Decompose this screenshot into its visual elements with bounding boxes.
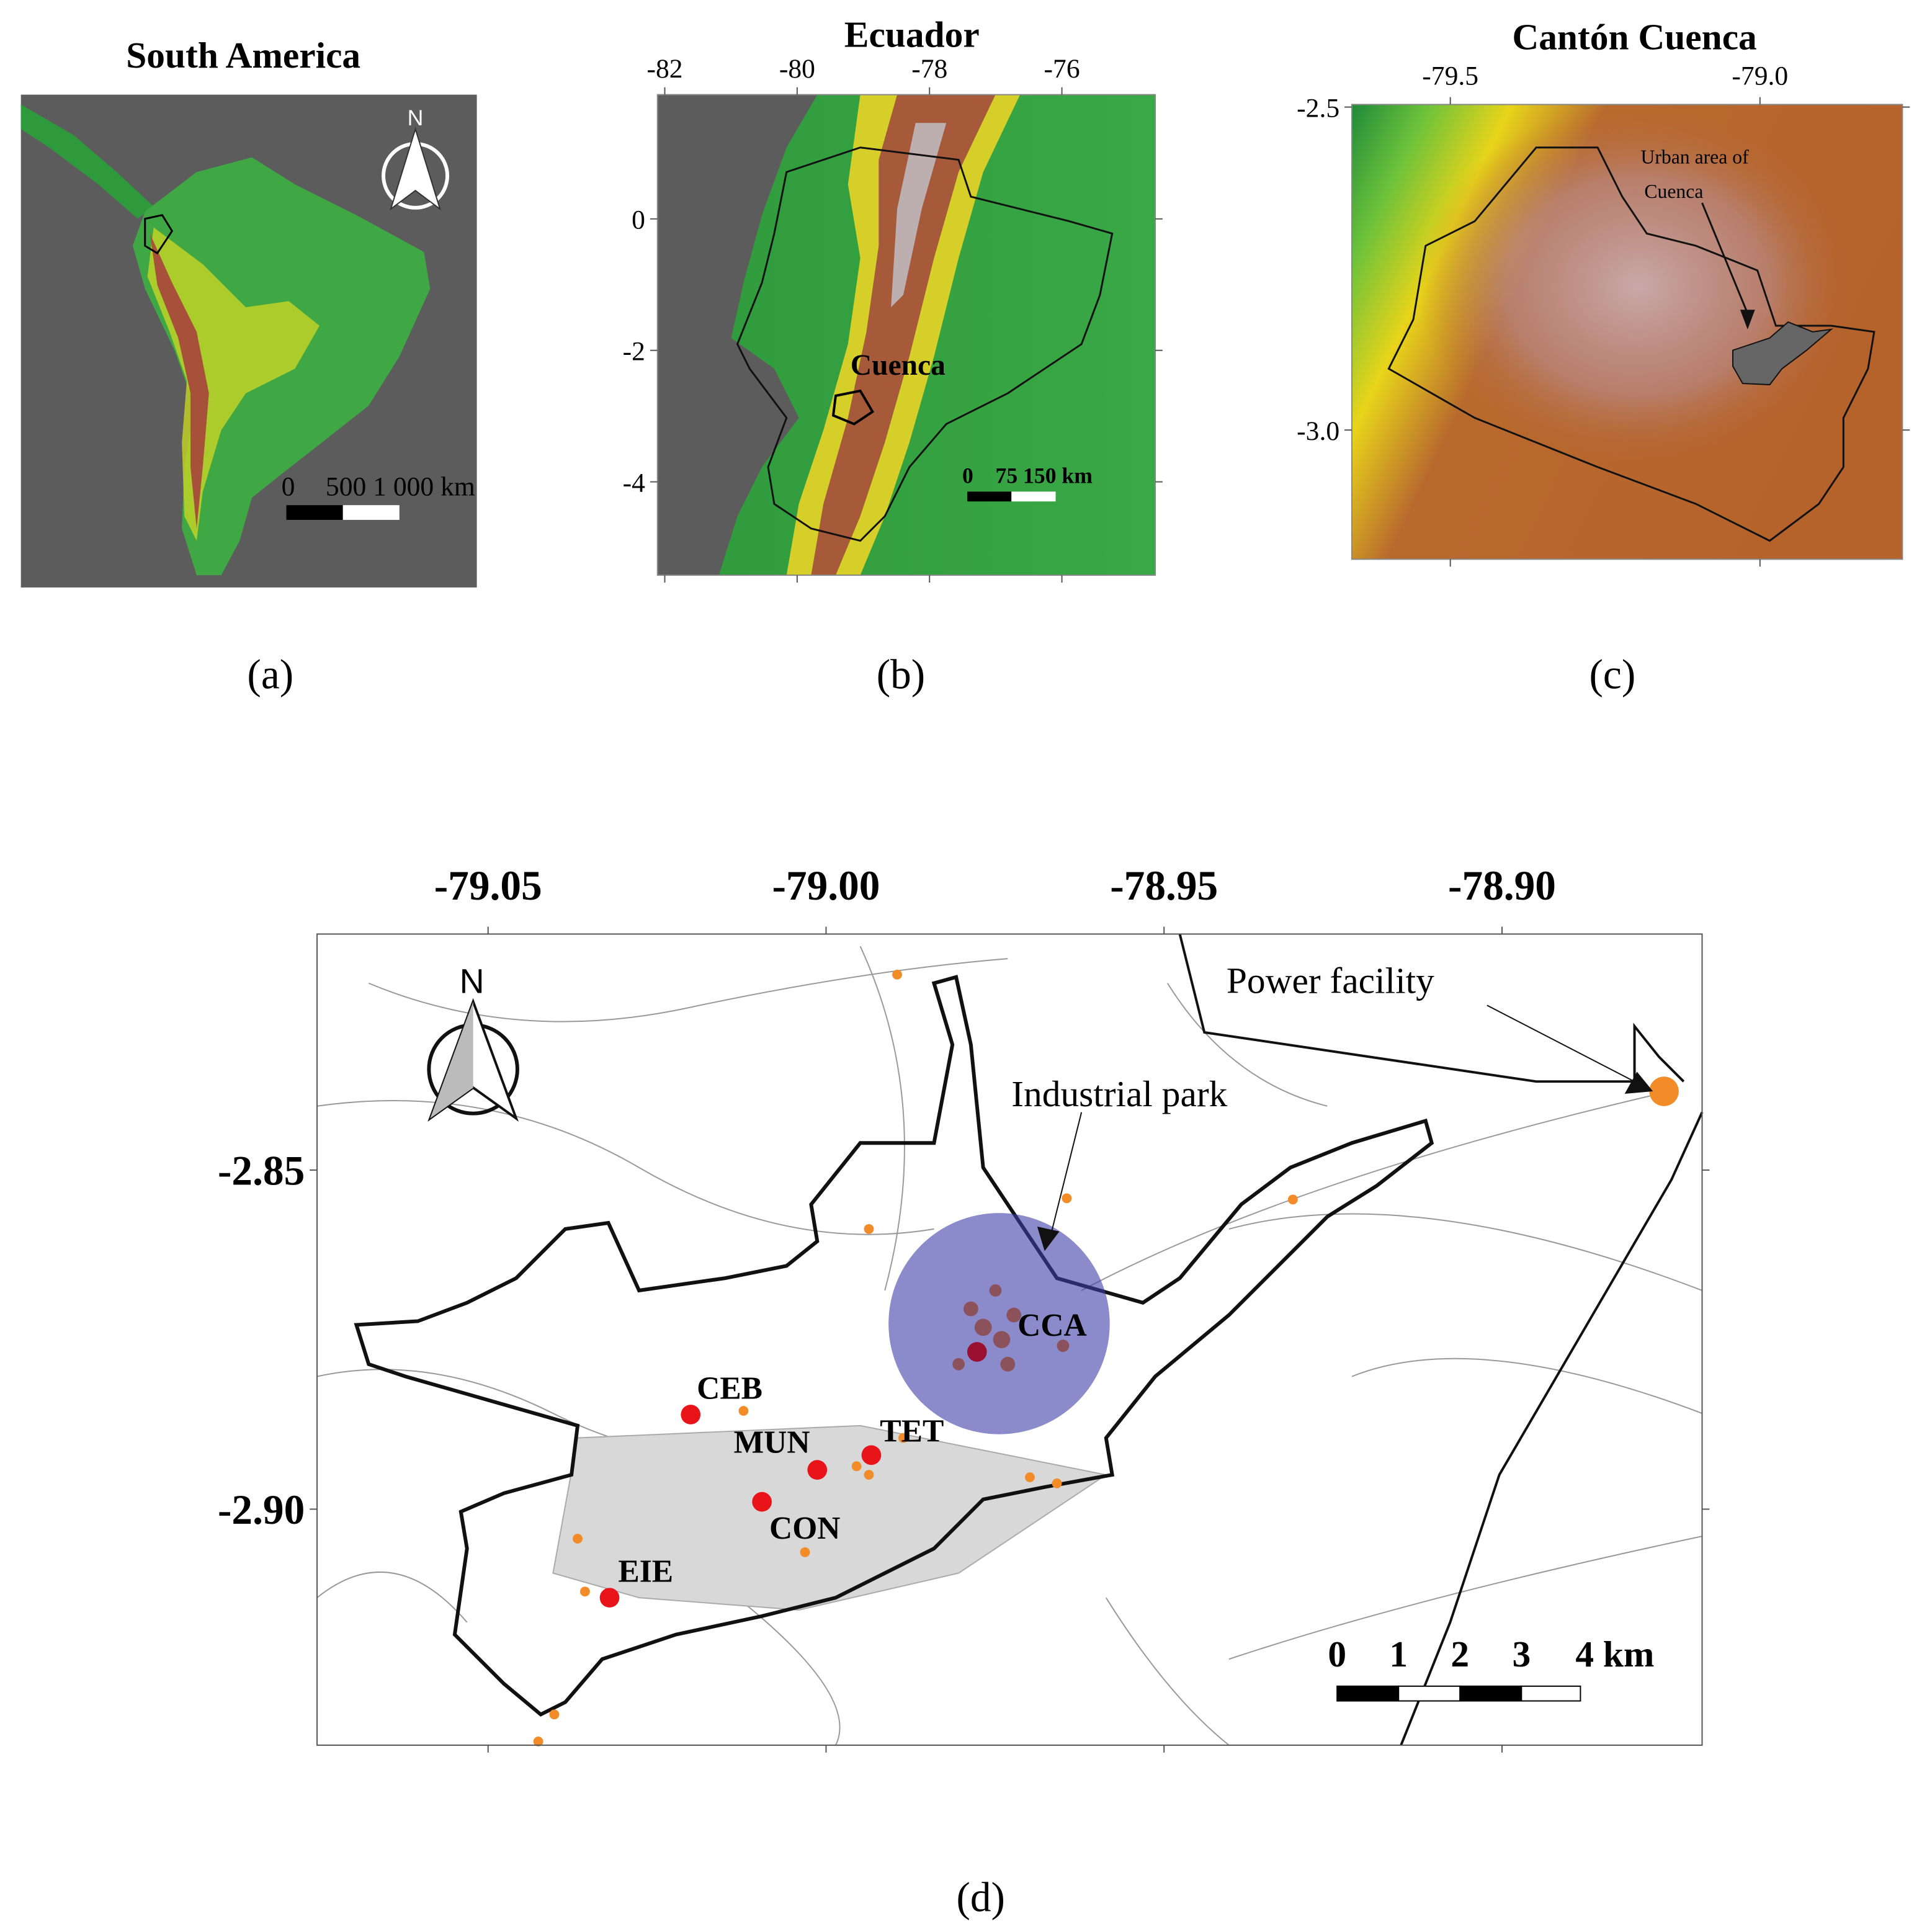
monitoring-stations [599,1342,987,1608]
canton-outline [1387,146,1876,542]
andes [150,233,209,529]
x-tick-label: -79.05 [434,862,542,909]
station-label: CCA [1017,1308,1087,1343]
industrial-park-buffer [888,1213,1110,1434]
scale-label: 4 km [1575,1634,1654,1675]
x-tick-label: -82 [646,54,682,84]
y-tick-label: -2.85 [218,1148,305,1194]
panel-title: Ecuador [844,14,980,55]
ecuador-outline [144,214,174,255]
ocean [657,94,818,576]
y-tick-label: -2.90 [218,1487,305,1533]
annotation: Urban area of [1640,146,1749,168]
frame [656,94,1156,576]
scale-label: 0 [962,463,973,488]
scale-label: 1 [1389,1634,1408,1675]
y-tick-label: 0 [632,205,645,235]
caption: (c) [1589,651,1636,697]
power-facility [1649,1076,1679,1106]
annotation: Power facility [1227,960,1434,1001]
y-tick-label: -4 [623,468,646,498]
urban-boundary [354,975,1434,1717]
panel-title: Cantón Cuenca [1512,16,1756,57]
scale-label: 75 150 km [996,463,1093,488]
x-tick-label: -78.95 [1110,862,1218,909]
x-tick-label: -80 [779,54,815,84]
arrow-head [1740,310,1755,329]
scale-bar [1011,491,1056,502]
peaks [891,123,947,308]
station-label: MUN [734,1424,810,1460]
road-network [316,946,1702,1746]
scale-bar [1336,1685,1581,1702]
scale-label: 0 [282,472,295,501]
place-label: Cuenca [851,349,946,382]
panel-title: South America [126,35,360,76]
north-arrow: N [382,105,450,211]
urban-area [1732,321,1833,386]
scale-label: 3 [1512,1634,1531,1675]
y-tick-label: -3.0 [1297,416,1339,446]
station-labels: CEB MUN TET CON EIE CCA [618,1308,1086,1589]
panel-b: Ecuador Cuenca 0 75 150 km (b) [656,14,1156,697]
north-label: N [408,105,424,130]
x-tick-label: -79.0 [1732,61,1788,91]
arrow [1050,1112,1083,1236]
ecuador-outline [736,146,1114,542]
caption: (b) [877,651,926,697]
andes [811,94,996,576]
scale-bar [967,491,1012,502]
x-tick-label: -79.5 [1422,61,1478,91]
industrial-sources [952,1284,1070,1372]
cuenca-outline [831,389,875,426]
north-label: N [460,962,485,1001]
arrow-head [1624,1071,1653,1094]
station-label: EIE [618,1554,673,1589]
north-arrow: N [427,962,519,1122]
caption: (a) [247,651,293,697]
arrow [1701,202,1749,314]
scale-bar [342,505,400,520]
panel-a: South America N 0 500 1 000 km (a) [20,35,477,697]
x-tick-label: -79.00 [772,862,880,909]
river [1400,1111,1704,1746]
x-tick-label: -78.90 [1448,862,1556,909]
panel-d: CEB MUN TET CON EIE CCA Industrial park … [316,933,1704,1920]
arrow [1487,1004,1635,1083]
frame [1351,104,1903,560]
annotation: Cuenca [1644,181,1703,202]
frame [316,933,1703,1746]
x-tick-label: -76 [1044,54,1080,84]
y-tick-label: -2.5 [1297,93,1339,123]
annotation: Industrial park [1011,1073,1227,1114]
station-label: CEB [697,1371,762,1406]
station-label: TET [880,1414,944,1449]
scale-bar [286,505,343,520]
caption: (d) [956,1874,1005,1920]
scale-label: 0 [1328,1634,1346,1675]
scale-label: 500 1 000 km [326,472,475,501]
panel-c: Cantón Cuenca Urban area of Cuenca (c) [1351,16,1903,697]
x-tick-label: -78 [911,54,947,84]
emission-sources [533,969,1679,1746]
station-label: CON [769,1511,840,1546]
land [20,104,154,219]
scale-label: 2 [1451,1634,1469,1675]
y-tick-label: -2 [623,337,645,367]
